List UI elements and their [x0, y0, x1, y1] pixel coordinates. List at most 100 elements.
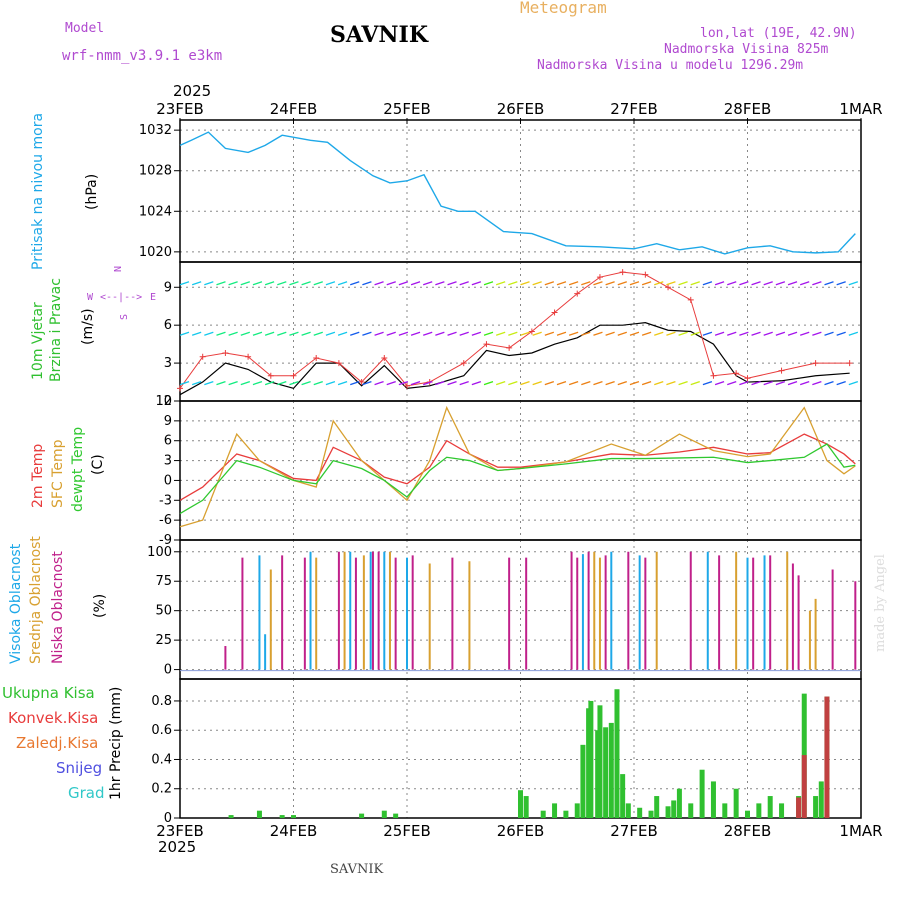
precip-bar [654, 796, 660, 818]
precip-legend-hail: Grad [68, 784, 105, 802]
wind-barb [629, 380, 640, 386]
wind-speed-line [179, 322, 850, 396]
wind-barb [581, 331, 591, 336]
precip-bar [813, 796, 819, 818]
wind-barb [264, 331, 275, 336]
wind-barb [447, 380, 457, 386]
wind-barb [812, 331, 822, 336]
wind-barb [544, 331, 555, 336]
y-tick-label: 3 [164, 356, 172, 371]
wind-barb [763, 380, 773, 386]
wind-barb [836, 281, 846, 286]
wind-barb [617, 380, 627, 386]
wind-barb [641, 281, 652, 286]
wind-barb [216, 281, 226, 286]
wind-barb [739, 331, 749, 336]
wind-barb [471, 331, 482, 336]
pressure-line [179, 131, 856, 255]
wind-barb [350, 281, 360, 286]
wind-barb [252, 281, 263, 286]
wind-barb [301, 380, 311, 386]
wind-barb [702, 331, 713, 336]
precip-bar [359, 813, 365, 818]
wind-barb [410, 281, 421, 286]
wind-barb [301, 331, 311, 336]
model-altitude: Nadmorska Visina u modelu 1296.29m [537, 58, 804, 73]
wind-barb [727, 281, 737, 286]
wind-barb [240, 380, 251, 386]
wind-barb [435, 331, 445, 336]
wind-barb [179, 380, 190, 386]
precip-bar [574, 803, 580, 818]
wind-barb [350, 331, 360, 336]
gust-marker [177, 385, 183, 392]
gust-marker [483, 341, 490, 348]
wind-barb [690, 331, 700, 336]
wind-barb [714, 331, 725, 336]
y-tick-label: -3 [159, 493, 172, 508]
wind-barb [410, 380, 421, 386]
gust-marker [245, 353, 252, 360]
precip-bar [722, 803, 728, 818]
date-label-top: 28FEB [724, 100, 771, 118]
y-tick-label: 9 [164, 280, 172, 295]
gust-marker [222, 349, 229, 356]
wind-barb [398, 281, 409, 286]
temp-line-0 [179, 433, 856, 501]
date-label-top: 1MAR [839, 100, 882, 118]
precip-bar [552, 803, 558, 818]
date-label-bottom: 26FEB [497, 822, 544, 840]
wind-barb [532, 281, 542, 286]
wind-barb [179, 281, 190, 286]
wind-barb [471, 380, 482, 386]
wind-barb [629, 331, 640, 336]
gust-marker [528, 328, 535, 335]
precip-bar [710, 781, 716, 818]
wind-barb [410, 331, 421, 336]
wind-barb [739, 281, 749, 286]
wind-barb [204, 331, 214, 336]
panel-frame-temp [179, 400, 862, 541]
wind-barb [544, 281, 555, 286]
precip-bar [614, 689, 620, 818]
wind-barb [362, 380, 372, 386]
wind-barb [727, 380, 737, 386]
gust-marker [199, 353, 206, 360]
wind-barb [508, 281, 518, 286]
wind-barb [435, 281, 445, 286]
wind-barb [301, 281, 311, 286]
compass-e: E [150, 292, 157, 303]
precip-bar [523, 796, 529, 818]
wind-barb [666, 281, 676, 286]
altitude: Nadmorska Visina 825m [664, 42, 829, 57]
wind-barb [252, 331, 263, 336]
gust-marker [687, 296, 694, 303]
wind-barb [617, 331, 627, 336]
gust-marker [506, 344, 513, 351]
y-tick-label: 6 [164, 434, 172, 449]
wind-barb [386, 281, 396, 286]
wind-barb [678, 331, 688, 336]
precip-bar [381, 810, 387, 818]
gust-marker [404, 382, 410, 389]
wind-barb [556, 380, 567, 386]
wind-barb [568, 380, 579, 386]
wind-barb [459, 331, 469, 336]
y-tick-label: -6 [159, 513, 172, 528]
wind-barb [605, 331, 615, 336]
wind-barb [204, 380, 214, 386]
gust-marker [596, 274, 603, 281]
wind-barb [423, 380, 433, 386]
wind-barb [459, 380, 469, 386]
wind-barb [313, 380, 323, 386]
compass-w: W [87, 292, 94, 303]
gust-marker [335, 360, 342, 367]
wind-barb [520, 331, 530, 336]
wind-barb [386, 380, 396, 386]
wind-barb [423, 331, 433, 336]
wind-barb [763, 281, 773, 286]
wind-barb [398, 331, 409, 336]
wind-barb [581, 281, 591, 286]
y-tick-label: 50 [155, 604, 172, 619]
gust-marker [846, 360, 853, 367]
